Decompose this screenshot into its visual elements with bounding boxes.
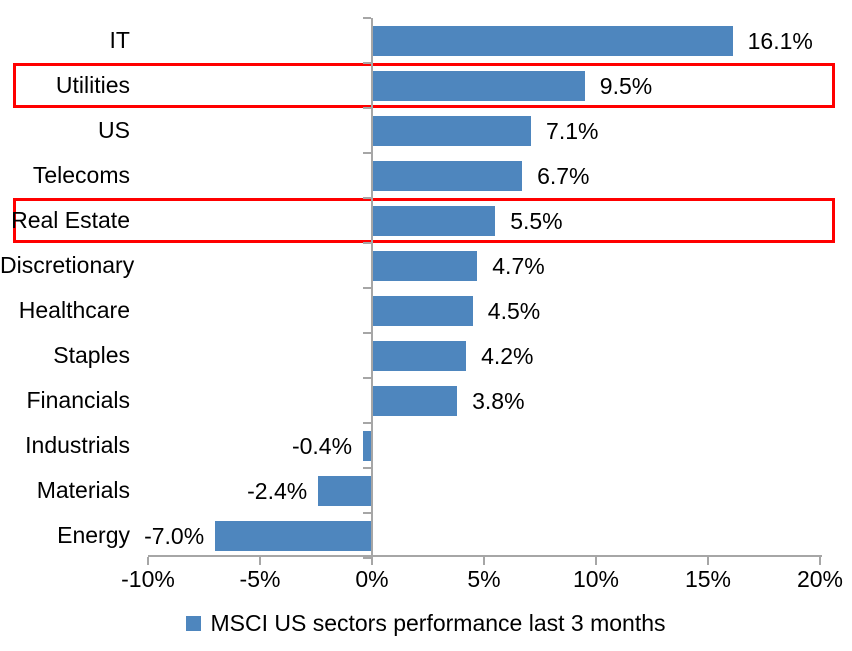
- bar: [363, 430, 372, 461]
- bar: [372, 385, 458, 416]
- y-axis-tick: [363, 287, 371, 289]
- bar: [372, 160, 523, 191]
- y-axis-tick: [363, 152, 371, 154]
- bar: [215, 520, 372, 551]
- y-axis-tick: [363, 422, 371, 424]
- y-axis-tick: [363, 62, 371, 64]
- y-axis-tick: [363, 512, 371, 514]
- category-label: Industrials: [25, 432, 130, 458]
- bar: [372, 250, 478, 281]
- value-label: 4.2%: [481, 342, 534, 369]
- x-axis-tick: [371, 557, 373, 565]
- bar: [372, 205, 496, 236]
- x-axis-tick-label: 0%: [355, 566, 389, 592]
- y-axis-tick: [363, 467, 371, 469]
- value-label: 16.1%: [747, 27, 813, 54]
- y-axis-tick: [363, 17, 371, 19]
- category-label: Utilities: [55, 72, 130, 98]
- bar: [372, 25, 733, 56]
- value-label: -7.0%: [144, 522, 205, 549]
- category-label: IT: [109, 27, 130, 53]
- legend: MSCI US sectors performance last 3 month…: [0, 610, 852, 637]
- x-axis-tick-label: -10%: [121, 566, 175, 592]
- category-label: Energy: [57, 522, 130, 548]
- bar: [372, 295, 473, 326]
- value-label: 5.5%: [510, 207, 563, 234]
- y-axis-line: [371, 18, 373, 557]
- highlight-box-real-estate: [13, 198, 835, 243]
- value-label: 4.5%: [487, 297, 541, 324]
- y-axis-tick: [363, 557, 371, 559]
- x-axis-line: [148, 555, 822, 557]
- value-label: 3.8%: [472, 387, 525, 414]
- x-axis-tick: [483, 557, 485, 565]
- bar: [372, 115, 532, 146]
- category-label: Telecoms: [32, 162, 130, 188]
- category-label: Healthcare: [18, 297, 130, 323]
- x-axis-tick: [147, 557, 149, 565]
- x-axis-tick: [595, 557, 597, 565]
- y-axis-tick: [363, 377, 371, 379]
- category-label: Real Estate: [11, 207, 130, 233]
- x-axis-tick-label: 10%: [572, 566, 620, 592]
- category-label: US: [98, 117, 130, 143]
- value-label: 9.5%: [599, 72, 653, 99]
- legend-label: MSCI US sectors performance last 3 month…: [210, 610, 666, 636]
- y-axis-tick: [363, 332, 371, 334]
- x-axis-tick-label: 5%: [467, 566, 501, 592]
- x-axis-tick-label: -5%: [239, 566, 281, 592]
- value-label: 7.1%: [546, 117, 599, 144]
- value-label: -2.4%: [247, 477, 308, 504]
- category-label: Materials: [36, 477, 130, 503]
- category-label: Discretionary: [0, 252, 135, 278]
- value-label: 4.7%: [492, 252, 545, 279]
- x-axis-tick-label: 15%: [684, 566, 732, 592]
- category-label: Financials: [26, 387, 130, 413]
- bar: [372, 70, 585, 101]
- value-label: 6.7%: [537, 162, 590, 189]
- bar: [372, 340, 467, 371]
- x-axis-tick: [819, 557, 821, 565]
- bar: [318, 475, 372, 506]
- category-label: Staples: [53, 342, 130, 368]
- legend-marker-icon: [186, 616, 202, 631]
- x-axis-tick: [707, 557, 709, 565]
- y-axis-tick: [363, 107, 371, 109]
- y-axis-tick: [363, 242, 371, 244]
- x-axis-tick: [259, 557, 261, 565]
- value-label: -0.4%: [291, 432, 353, 459]
- y-axis-tick: [363, 197, 371, 199]
- x-axis-tick-label: 20%: [796, 566, 844, 592]
- highlight-box-utilities: [13, 63, 835, 108]
